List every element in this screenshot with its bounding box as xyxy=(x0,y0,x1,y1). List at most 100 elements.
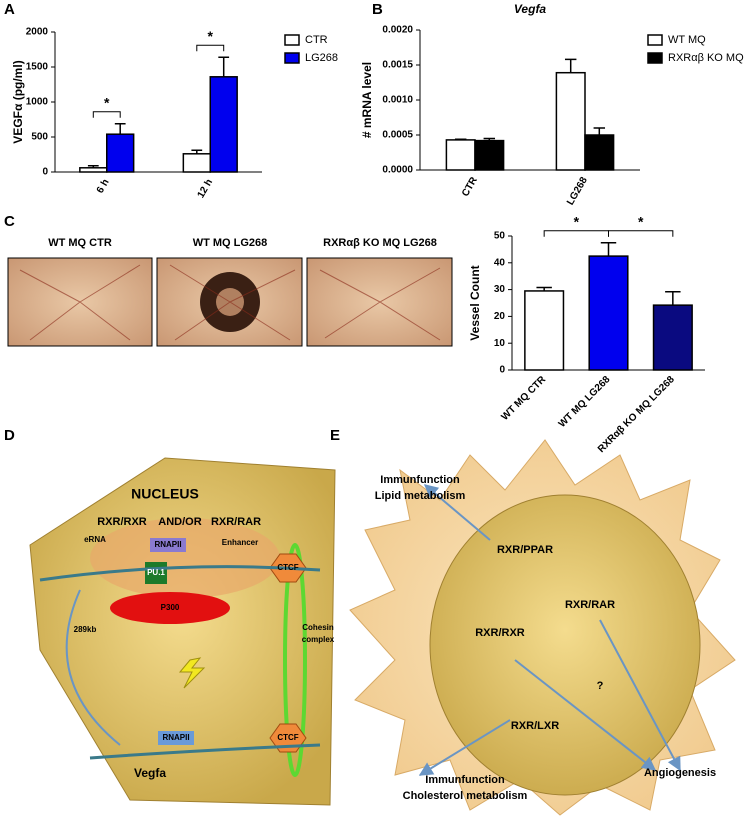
cohesin-ring xyxy=(283,543,307,777)
x-tick-label: 6 h xyxy=(95,177,112,195)
bar xyxy=(474,139,505,171)
label: Angiogenesis xyxy=(644,767,716,779)
bar xyxy=(79,167,108,173)
photo-caption: WT MQ LG268 xyxy=(193,237,268,249)
panel-label: E xyxy=(330,427,340,444)
y-tick-label: 0.0015 xyxy=(382,60,413,71)
label: RXR/RXR xyxy=(97,516,147,528)
signal-bolt xyxy=(178,657,206,689)
label: ? xyxy=(597,680,604,692)
legend-swatch xyxy=(284,52,300,64)
bar xyxy=(588,255,629,371)
label: PU.1 xyxy=(147,568,165,577)
y-tick-label: 1000 xyxy=(26,97,49,108)
x-tick-label: WT MQ LG268 xyxy=(557,374,613,430)
bar xyxy=(445,139,476,171)
legend-swatch xyxy=(647,34,663,46)
error-bar xyxy=(191,149,203,154)
nucleus-shape xyxy=(429,494,701,796)
photo-caption: RXRαβ KO MQ LG268 xyxy=(323,237,437,249)
legend-swatch xyxy=(284,34,300,46)
bar xyxy=(106,133,135,173)
significance-bracket xyxy=(608,230,674,237)
legend-label: RXRαβ KO MQ xyxy=(668,52,744,64)
enhancer-region xyxy=(90,518,280,598)
bar xyxy=(652,304,693,371)
error-bar xyxy=(114,122,126,135)
x-tick-label: LG268 xyxy=(565,175,590,207)
label: Lipid metabolism xyxy=(375,490,466,502)
y-tick-label: 10 xyxy=(494,338,506,349)
error-bar xyxy=(454,138,467,140)
significance-bracket xyxy=(543,230,609,237)
label: P300 xyxy=(161,603,180,612)
error-bar xyxy=(536,286,552,291)
x-tick-label: 12 h xyxy=(196,177,216,200)
y-tick-label: 0 xyxy=(42,167,48,178)
label: Enhancer xyxy=(222,538,258,547)
error-bar xyxy=(600,241,617,257)
legend-label: LG268 xyxy=(305,52,338,64)
label: RXR/LXR xyxy=(511,720,559,732)
significance-mark: * xyxy=(104,94,110,110)
error-bar xyxy=(593,127,606,135)
photo-caption: WT MQ CTR xyxy=(48,237,112,249)
y-tick-label: 1500 xyxy=(26,62,49,73)
error-bar xyxy=(218,56,230,77)
loop xyxy=(65,589,121,746)
y-tick-label: 40 xyxy=(494,257,506,268)
bar xyxy=(524,290,565,371)
rnapii-shape xyxy=(158,731,194,745)
label: Immunfunction xyxy=(380,474,460,486)
label: Immunfunction xyxy=(425,774,505,786)
label: CTCF xyxy=(277,563,298,572)
significance-bracket xyxy=(92,111,121,118)
label: RXR/RXR xyxy=(475,627,525,639)
error-bar xyxy=(564,58,577,73)
y-axis-label: Vessel Count xyxy=(468,265,482,340)
label: RXR/RAR xyxy=(211,516,261,528)
error-bar xyxy=(483,137,496,141)
y-tick-label: 20 xyxy=(494,311,506,322)
label: AND/OR xyxy=(158,516,201,528)
x-tick-label: CTR xyxy=(460,175,480,199)
legend-label: WT MQ xyxy=(668,34,706,46)
label: RXR/RAR xyxy=(565,599,615,611)
label: RNAPII xyxy=(154,540,181,549)
panel-label: D xyxy=(4,427,15,444)
label: CTCF xyxy=(277,733,298,742)
y-axis-label: VEGFα (pg/ml) xyxy=(11,60,25,143)
panel-d: NUCLEUS RXR/RXR AND/OR RXR/RAR eRNA RNAP… xyxy=(29,457,336,806)
y-tick-label: 0 xyxy=(499,365,505,376)
bar xyxy=(209,76,238,173)
bar xyxy=(182,153,211,173)
label: eRNA xyxy=(84,535,106,544)
significance-mark: * xyxy=(638,213,644,229)
y-tick-label: 2000 xyxy=(26,27,49,38)
panel-e: Immunfunction Lipid metabolism RXR/PPAR … xyxy=(349,439,736,816)
legend-label: CTR xyxy=(305,34,328,46)
legend-swatch xyxy=(647,52,663,64)
y-tick-label: 0.0010 xyxy=(382,95,413,106)
significance-bracket xyxy=(196,44,225,52)
label: RXR/PPAR xyxy=(497,544,553,556)
label: 289kb xyxy=(74,625,97,634)
y-tick-label: 0.0000 xyxy=(382,165,413,176)
y-tick-label: 30 xyxy=(494,284,506,295)
x-tick-label: WT MQ CTR xyxy=(500,374,549,423)
label: complex xyxy=(302,635,335,644)
error-bar xyxy=(87,164,99,168)
arrows xyxy=(418,484,681,776)
label: RNAPII xyxy=(162,733,189,742)
rnapii-shape xyxy=(150,538,186,552)
y-tick-label: 0.0005 xyxy=(382,130,413,141)
dna xyxy=(39,565,321,760)
panel-label: C xyxy=(4,213,15,230)
label: Cohesin xyxy=(302,623,334,632)
significance-mark: * xyxy=(574,213,580,229)
label: Vegfa xyxy=(134,766,166,780)
panel-label: A xyxy=(4,1,15,18)
y-tick-label: 500 xyxy=(31,132,48,143)
panel-label: B xyxy=(372,1,383,18)
